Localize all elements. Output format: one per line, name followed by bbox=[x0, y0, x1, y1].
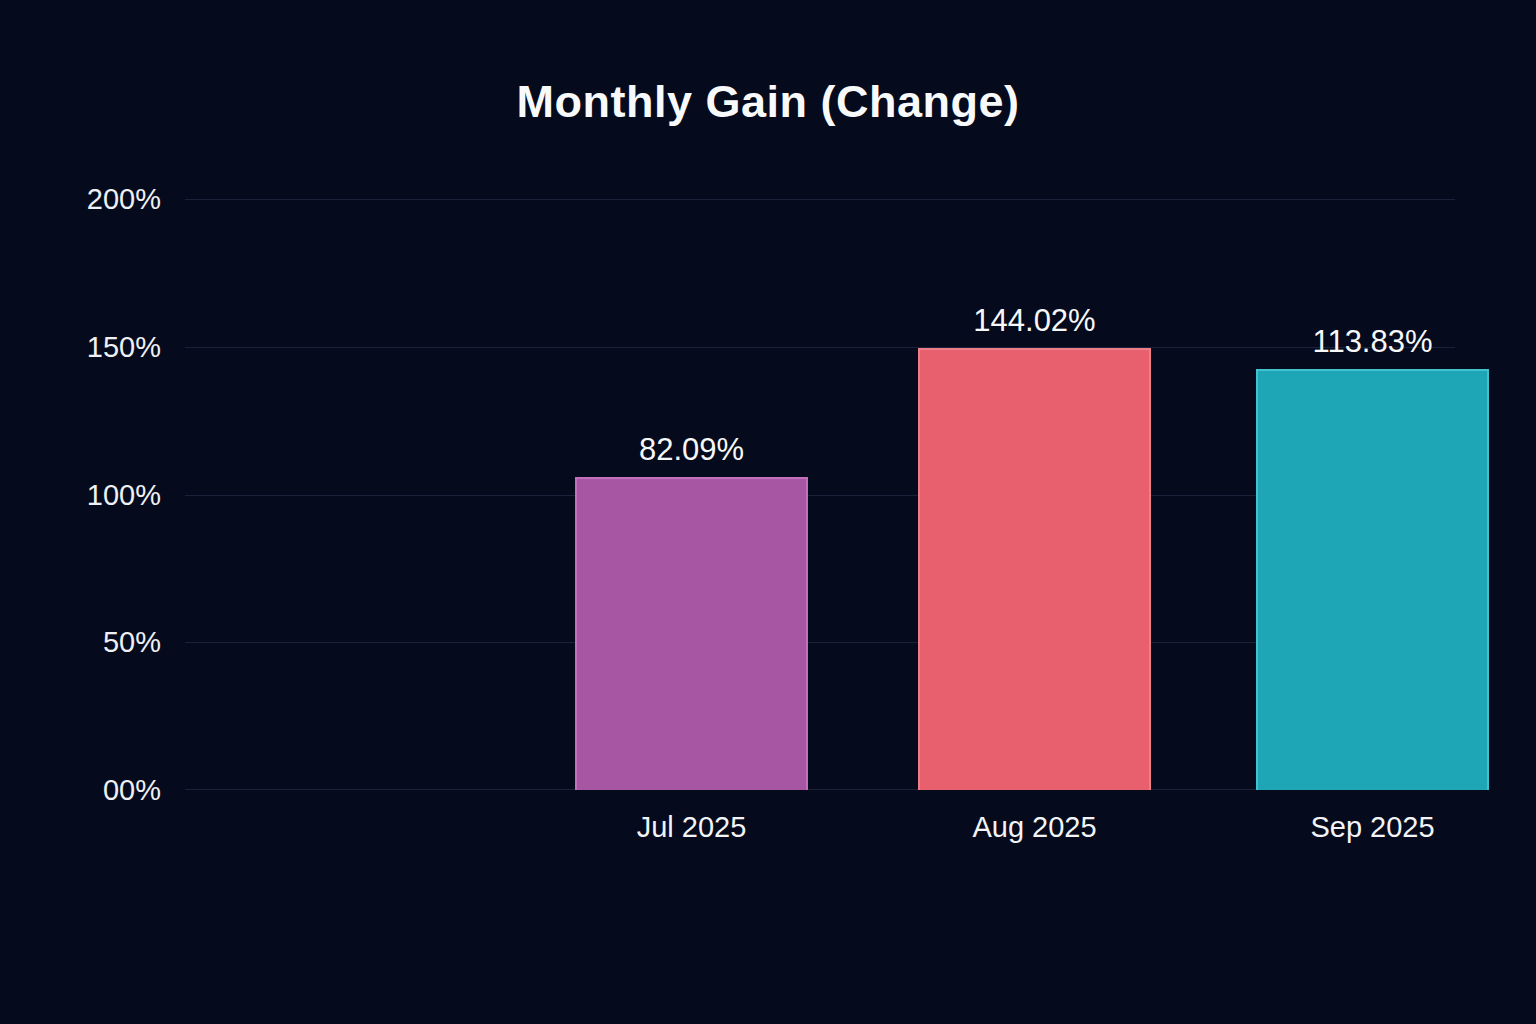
gridline-200 bbox=[185, 199, 1455, 200]
bar-sep-2025 bbox=[1256, 369, 1489, 790]
bar-aug-2025 bbox=[918, 348, 1151, 790]
bar-group-sep-2025: 113.83% bbox=[1256, 324, 1489, 790]
x-axis-label-jul-2025: Jul 2025 bbox=[575, 811, 808, 844]
y-axis-tick-0: 00% bbox=[103, 774, 161, 807]
bar-group-aug-2025: 144.02% bbox=[918, 303, 1151, 790]
bar-value-label: 113.83% bbox=[1312, 324, 1432, 360]
plot-area: 200% 150% 100% 50% 00% 82.09% 144.02% 11… bbox=[185, 199, 1455, 790]
y-axis-tick-150: 150% bbox=[87, 330, 161, 363]
bar-jul-2025 bbox=[575, 477, 808, 790]
bar-value-label: 82.09% bbox=[639, 432, 744, 468]
y-axis-tick-50: 50% bbox=[103, 626, 161, 659]
x-axis-label-sep-2025: Sep 2025 bbox=[1256, 811, 1489, 844]
chart-title: Monthly Gain (Change) bbox=[0, 76, 1536, 128]
bar-value-label: 144.02% bbox=[973, 303, 1095, 339]
y-axis-tick-100: 100% bbox=[87, 478, 161, 511]
x-axis-label-aug-2025: Aug 2025 bbox=[918, 811, 1151, 844]
bar-group-jul-2025: 82.09% bbox=[575, 432, 808, 790]
y-axis-tick-200: 200% bbox=[87, 183, 161, 216]
